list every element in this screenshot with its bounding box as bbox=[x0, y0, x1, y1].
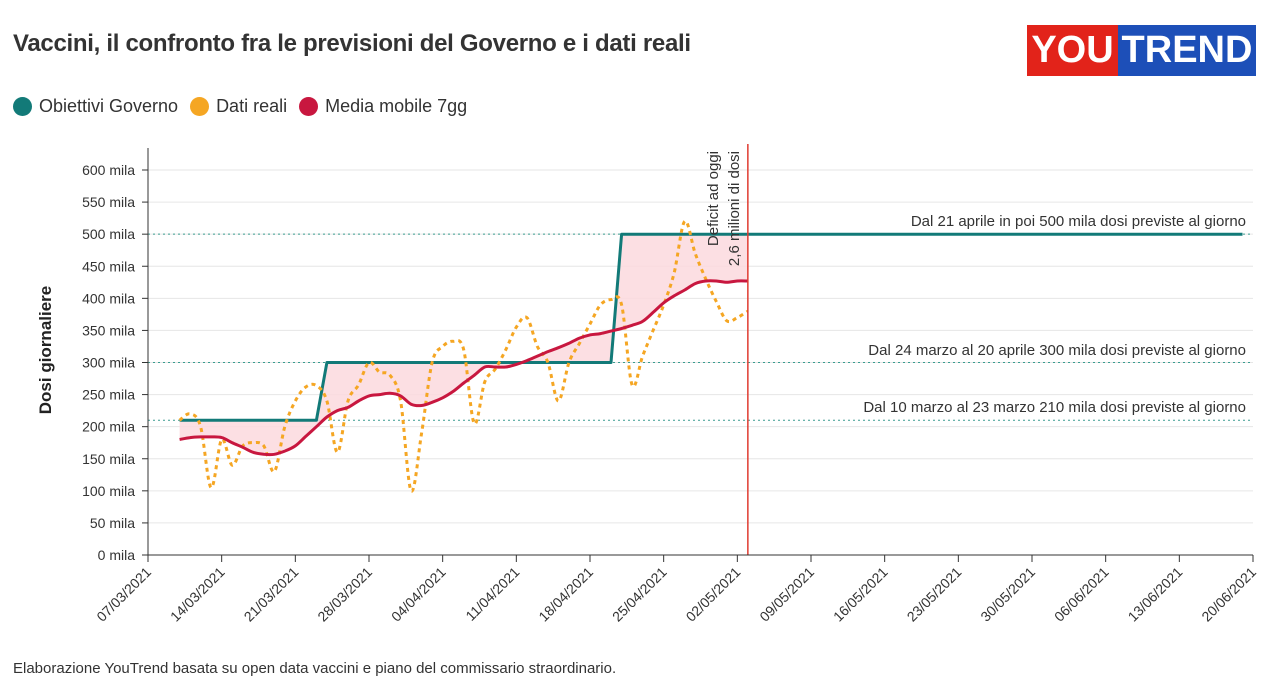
x-tick-label-15: 20/06/2021 bbox=[1198, 564, 1259, 625]
chart-title: Vaccini, il confronto fra le previsioni … bbox=[13, 30, 691, 57]
legend-dot-media-mobile bbox=[299, 97, 319, 116]
logo-part-you: YOU bbox=[1027, 25, 1118, 76]
y-tick-label-10: 500 mila bbox=[82, 226, 135, 242]
y-tick-label-9: 450 mila bbox=[82, 258, 135, 274]
youtrend-logo: YOU TREND bbox=[1027, 25, 1256, 76]
y-tick-label-1: 50 mila bbox=[90, 515, 135, 531]
annotation-deficit-line2: 2,6 milioni di dosi bbox=[726, 151, 743, 266]
y-axis-label: Dosi giornaliere bbox=[36, 286, 55, 414]
x-tick-label-5: 11/04/2021 bbox=[462, 564, 522, 624]
y-tick-label-3: 150 mila bbox=[82, 451, 135, 467]
x-tick-label-14: 13/06/2021 bbox=[1125, 564, 1186, 625]
legend-item-obiettivi: Obiettivi Governo bbox=[13, 96, 178, 117]
axes bbox=[142, 148, 1254, 562]
legend-label-obiettivi: Obiettivi Governo bbox=[39, 96, 179, 116]
y-tick-label-8: 400 mila bbox=[82, 290, 135, 306]
x-tick-label-13: 06/06/2021 bbox=[1051, 564, 1112, 625]
legend-label-dati-reali: Dati reali bbox=[216, 96, 288, 116]
y-tick-label-6: 300 mila bbox=[82, 355, 135, 371]
y-tick-label-0: 0 mila bbox=[98, 547, 136, 563]
x-tick-label-11: 23/05/2021 bbox=[904, 564, 965, 625]
series-lines bbox=[178, 144, 1243, 555]
legend-dot-dati-reali bbox=[190, 97, 210, 116]
legend-item-media-mobile: Media mobile 7gg bbox=[299, 96, 467, 117]
y-tick-label-11: 550 mila bbox=[82, 194, 135, 210]
annotation-deficit-line1: Deficit ad oggi bbox=[705, 151, 722, 246]
legend-dot-obiettivi bbox=[13, 97, 32, 116]
y-tick-label-5: 250 mila bbox=[82, 387, 135, 403]
y-tick-label-4: 200 mila bbox=[82, 419, 135, 435]
series-line-obiettivi-governo bbox=[179, 232, 1243, 422]
x-tick-label-7: 25/04/2021 bbox=[609, 564, 670, 625]
series-line-media-mobile bbox=[179, 279, 748, 457]
chart-legend: Obiettivi Governo Dati reali Media mobil… bbox=[13, 96, 479, 117]
logo-part-trend: TREND bbox=[1118, 25, 1256, 76]
series-line-dati-reali bbox=[178, 219, 749, 493]
x-tick-label-2: 21/03/2021 bbox=[241, 564, 302, 625]
x-tick-label-3: 28/03/2021 bbox=[314, 564, 375, 625]
legend-item-dati-reali: Dati reali bbox=[190, 96, 287, 117]
footer-source: Elaborazione YouTrend basata su open dat… bbox=[13, 660, 617, 677]
x-tick-label-9: 09/05/2021 bbox=[756, 564, 817, 625]
x-tick-label-10: 16/05/2021 bbox=[830, 564, 891, 625]
x-tick-label-12: 30/05/2021 bbox=[977, 564, 1038, 625]
x-tick-labels: 07/03/2021 14/03/2021 21/03/2021 28/03/2021… bbox=[93, 564, 1259, 625]
legend-label-media-mobile: Media mobile 7gg bbox=[325, 96, 468, 116]
x-tick-label-8: 02/05/2021 bbox=[683, 564, 744, 625]
y-tick-labels: 0 mila 50 mila 100 mila 150 mila 200 mila 250… bbox=[82, 162, 135, 563]
x-tick-label-1: 14/03/2021 bbox=[167, 564, 228, 625]
annotation-target-500: Dal 21 aprile in poi 500 mila dosi previ… bbox=[911, 213, 1246, 230]
y-tick-label-12: 600 mila bbox=[82, 162, 135, 178]
y-tick-label-2: 100 mila bbox=[82, 483, 135, 499]
x-tick-label-0: 07/03/2021 bbox=[93, 564, 154, 625]
y-tick-label-7: 350 mila bbox=[82, 322, 135, 338]
x-tick-label-4: 04/04/2021 bbox=[388, 564, 449, 625]
annotation-target-210: Dal 10 marzo al 23 marzo 210 mila dosi p… bbox=[863, 399, 1246, 416]
x-tick-label-6: 18/04/2021 bbox=[535, 564, 596, 625]
annotation-target-300: Dal 24 marzo al 20 aprile 300 mila dosi … bbox=[868, 342, 1246, 359]
